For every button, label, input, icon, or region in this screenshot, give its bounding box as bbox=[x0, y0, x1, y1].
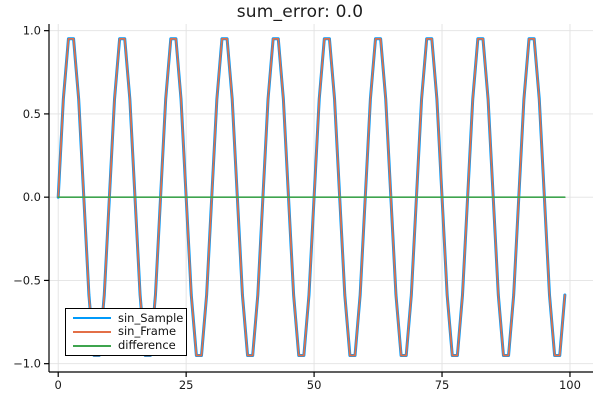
legend-label: sin_Sample bbox=[118, 310, 184, 325]
legend-line-swatch-sin-sample bbox=[73, 317, 111, 320]
y-tick-label: −1.0 bbox=[13, 357, 41, 371]
x-tick-label: 50 bbox=[307, 378, 322, 392]
y-tick-label: 1.0 bbox=[23, 24, 41, 38]
y-tick-label: −0.5 bbox=[13, 273, 41, 287]
y-tick-label: 0.5 bbox=[23, 107, 41, 121]
x-tick-label: 0 bbox=[55, 378, 62, 392]
legend-line-swatch-difference bbox=[73, 344, 111, 347]
x-tick-label: 100 bbox=[559, 378, 581, 392]
legend-item: difference bbox=[73, 339, 180, 352]
y-tick-label: 0.0 bbox=[23, 190, 41, 204]
chart-title: sum_error: 0.0 bbox=[236, 2, 364, 22]
x-tick-label: 75 bbox=[435, 378, 450, 392]
legend: sin_Sample sin_Frame difference bbox=[65, 308, 187, 356]
legend-item: sin_Sample bbox=[73, 310, 184, 325]
legend-item: sin_Frame bbox=[73, 326, 180, 339]
legend-line-swatch-sin-frame bbox=[73, 331, 111, 333]
legend-label: sin_Frame bbox=[118, 324, 177, 339]
legend-label: difference bbox=[118, 338, 176, 352]
x-tick-label: 25 bbox=[179, 378, 194, 392]
